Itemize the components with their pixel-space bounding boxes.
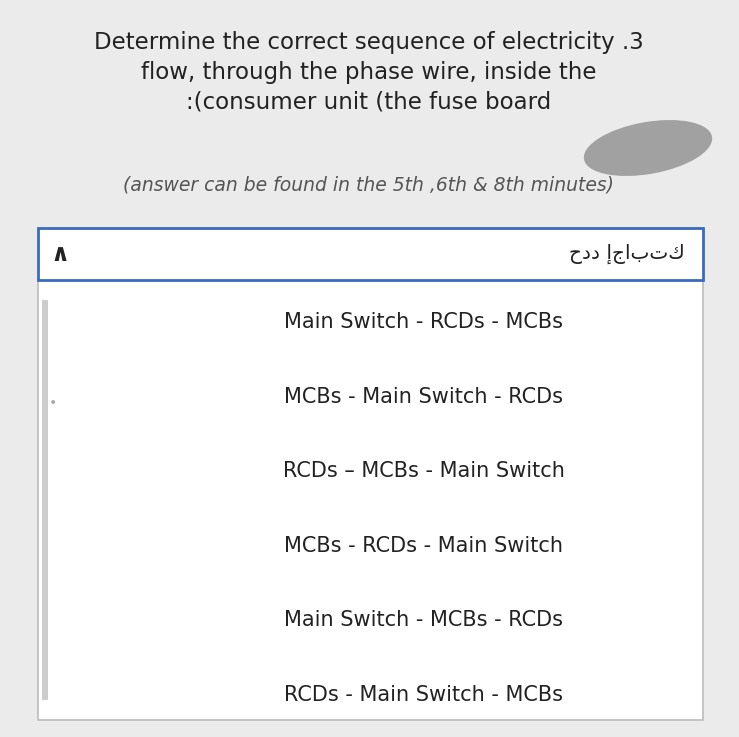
Text: حدد إجابتك: حدد إجابتك: [569, 244, 685, 264]
FancyBboxPatch shape: [42, 300, 48, 700]
Text: RCDs – MCBs - Main Switch: RCDs – MCBs - Main Switch: [283, 461, 565, 481]
Text: (answer can be found in the 5th ,6th & 8th minutes): (answer can be found in the 5th ,6th & 8…: [123, 175, 615, 195]
Text: •: •: [49, 397, 57, 411]
Text: Main Switch - RCDs - MCBs: Main Switch - RCDs - MCBs: [285, 312, 564, 332]
Ellipse shape: [584, 120, 712, 176]
FancyBboxPatch shape: [38, 228, 703, 280]
FancyBboxPatch shape: [38, 280, 703, 720]
Text: MCBs - RCDs - Main Switch: MCBs - RCDs - Main Switch: [285, 536, 564, 556]
Text: Main Switch - MCBs - RCDs: Main Switch - MCBs - RCDs: [285, 610, 564, 630]
Text: flow, through the phase wire, inside the: flow, through the phase wire, inside the: [141, 60, 597, 83]
Text: :(consumer unit (the fuse board: :(consumer unit (the fuse board: [186, 91, 551, 113]
Text: Determine the correct sequence of electricity .3: Determine the correct sequence of electr…: [94, 30, 644, 54]
Text: MCBs - Main Switch - RCDs: MCBs - Main Switch - RCDs: [285, 387, 564, 407]
Text: RCDs - Main Switch - MCBs: RCDs - Main Switch - MCBs: [285, 685, 564, 705]
Text: ∧: ∧: [50, 242, 69, 266]
